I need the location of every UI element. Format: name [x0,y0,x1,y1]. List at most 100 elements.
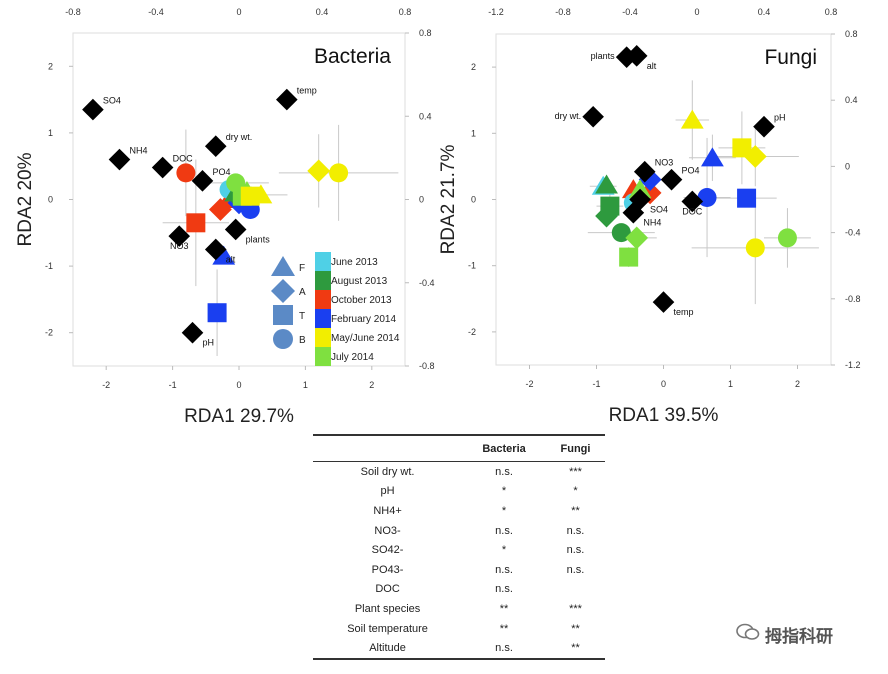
sample-triangle [212,245,236,265]
env-label: pH [774,113,786,123]
fungi-cell: *** [569,465,582,478]
legend-shape-triangle [271,256,295,276]
watermark-text: 拇指科研 [765,627,833,646]
legend-swatch [315,271,331,290]
fungi-cell: *** [569,602,582,615]
sample-circle [745,238,765,258]
legend-shape-label: B [299,335,306,346]
right-tick-label: 0 [419,195,424,205]
sample-triangle [249,184,273,204]
env-vector-marker [108,148,131,171]
top-tick-label: 0.8 [399,7,412,17]
variable-cell: Soil dry wt. [360,465,415,478]
env-vector-marker [276,88,298,111]
sample-triangle [680,109,704,129]
env-vector-marker [582,105,604,128]
header-variable [313,435,463,462]
env-vector-marker [191,170,214,192]
table-row: Soil dry wt. n.s. *** [313,462,605,482]
sample-diamond [209,198,232,221]
top-tick-label: 0.8 [825,7,838,17]
env-label: plants [591,51,616,61]
legend-swatch [315,328,331,347]
bacteria-cell: n.s. [495,563,513,576]
bacteria-cell: * [501,485,507,498]
bacteria-cell: n.s. [495,642,513,655]
table-header-row: Bacteria Fungi [313,435,605,462]
sample-triangle [628,179,652,199]
significance-table: Bacteria Fungi Soil dry wt. n.s. *** pH * * NH… [313,434,605,660]
x-tick-label: -2 [102,380,110,390]
bacteria-cell: n.s. [495,583,513,596]
y-tick-label: -2 [468,327,476,337]
env-vector-marker [660,168,683,191]
fungi-cell: ** [571,622,580,635]
rda-plots: -2 -1 0 1 2 -2 -1 0 1 2 -0.8 -0.4 0 0.4 0.8 -0.8 -0.4 0 0.… [15,7,861,427]
right-tick-label: 0 [845,161,850,171]
variable-cell: NH4+ [373,504,402,517]
sample-square [207,303,227,323]
sample-diamond [625,226,649,250]
top-tick-label: 0.4 [316,7,329,17]
env-label: DOC [173,154,194,164]
bacteria-cell: n.s. [495,524,513,537]
plot-bacteria: -2 -1 0 1 2 -2 -1 0 1 2 -0.8 -0.4 0 0.4 0.8 -0.8 -0.4 0 0.… [15,7,435,427]
x-tick-label: 1 [303,380,308,390]
table-row: pH * * [313,482,605,502]
env-label: pH [203,338,215,348]
sample-triangle [595,174,618,194]
header-fungi: Fungi [545,435,605,462]
env-label: SO4 [103,96,121,106]
variable-cell: Soil temperature [347,622,428,635]
table-row: Plant species ** *** [313,599,605,619]
env-label: alt [647,61,657,71]
x-tick-label: 2 [795,379,800,389]
legend-shape-label: A [299,287,306,298]
legend-shape-label: F [299,263,305,274]
plot-fungi: -2 -1 0 1 2 -2 -1 0 1 2 -1.2 -0.8 -0.4 0 0.4 0.8 -1.2 -0.… [438,7,861,426]
env-label: DOC [682,206,703,216]
x-tick-label: -2 [525,379,533,389]
env-vector-marker [204,135,227,158]
fungi-cell: * [573,485,578,498]
legend-swatch [315,290,331,309]
table-row: NH4+ * ** [313,501,605,521]
sample-circle [176,163,196,183]
top-tick-label: 0 [694,7,699,17]
bacteria-cell: n.s. [495,465,513,478]
sample-diamond [307,159,331,183]
legend-date-label: July 2014 [331,352,374,363]
env-label: SO4 [650,205,668,215]
x-tick-label: 0 [236,380,241,390]
top-tick-label: -0.8 [555,7,571,17]
legend-shape-label: T [299,311,305,322]
top-tick-label: 0 [236,7,241,17]
y-tick-label: 0 [471,195,476,205]
env-vector-marker [181,321,204,344]
sample-diamond [595,204,618,228]
bacteria-cell: ** [499,622,509,635]
variable-cell: Altitude [369,642,406,655]
right-tick-label: 0.4 [845,95,858,105]
env-vector-marker [681,190,704,213]
sample-triangle [701,147,724,167]
variable-cell: NO3- [374,524,401,537]
env-vector-marker [633,160,656,183]
fungi-cell: n.s. [566,544,585,557]
legend-shape-diamond [271,279,295,303]
y-tick-label: 2 [48,61,53,71]
x-axis-label: RDA1 29.7% [184,406,294,427]
plot-frame [495,33,832,366]
legend-swatch [315,309,331,328]
x-tick-label: 2 [369,380,374,390]
plot-title: Bacteria [314,45,391,68]
variable-cell: pH [380,485,395,498]
x-tick-label: 1 [728,379,733,389]
plot-title: Fungi [764,46,817,69]
variable-cell: SO42- [371,544,404,557]
bacteria-cell: ** [499,602,509,615]
x-tick-label: -1 [592,379,600,389]
y-tick-label: 0 [48,195,53,205]
top-tick-label: -0.4 [148,7,164,17]
env-vector-marker [82,98,104,121]
